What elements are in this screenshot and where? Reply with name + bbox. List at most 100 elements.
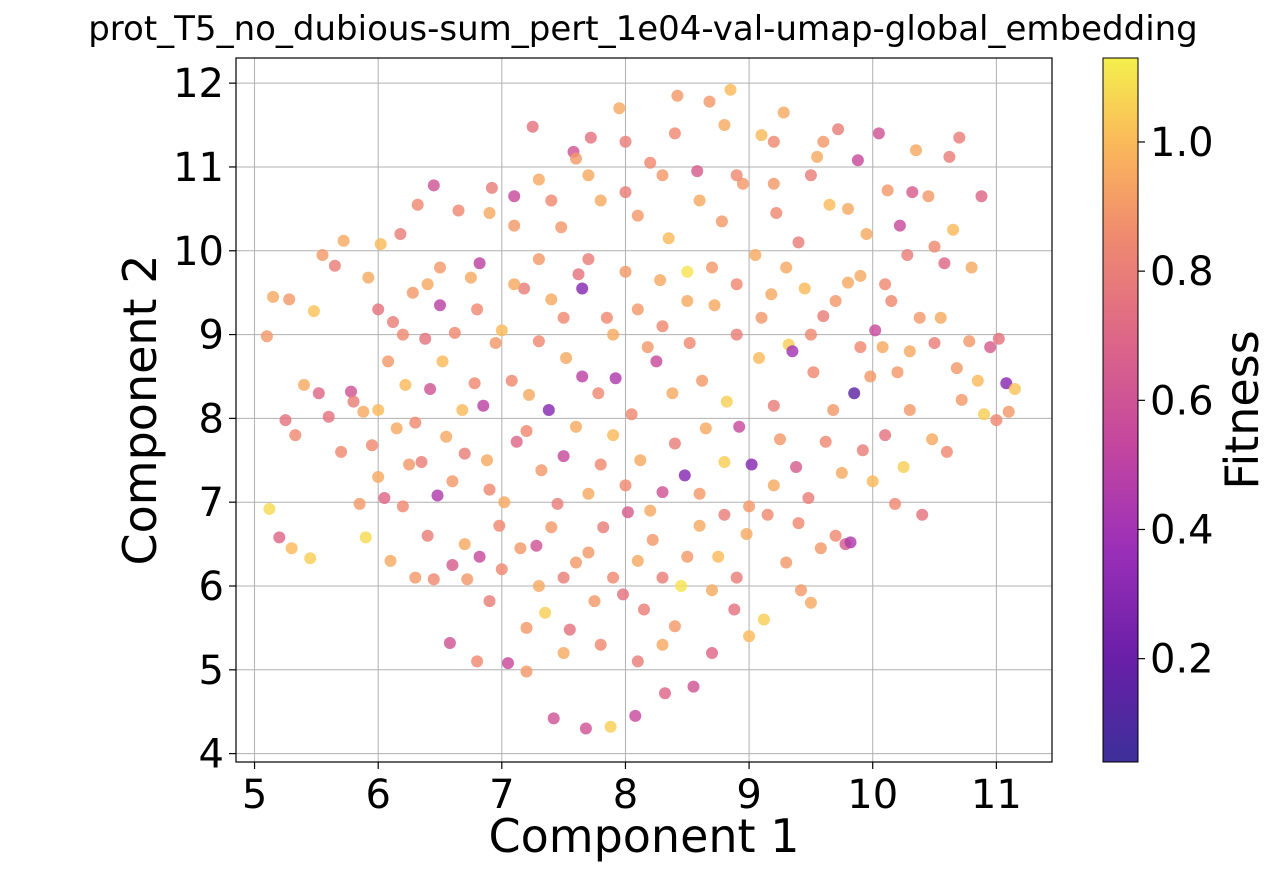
data-point	[757, 613, 770, 626]
data-point	[508, 190, 521, 203]
data-point	[774, 433, 786, 446]
data-point	[971, 374, 984, 387]
data-point	[790, 461, 803, 473]
data-point	[508, 219, 521, 232]
data-point	[940, 445, 953, 458]
data-point	[631, 209, 644, 222]
data-point	[582, 253, 595, 266]
data-point	[804, 328, 817, 341]
colorbar-tick-label: 0.8	[1150, 249, 1214, 295]
data-point	[903, 404, 916, 416]
data-point	[656, 169, 669, 182]
data-point	[621, 506, 634, 519]
data-point	[406, 286, 419, 299]
data-point	[625, 408, 638, 421]
y-axis-label: Component 2	[113, 255, 167, 566]
data-point	[396, 500, 409, 513]
data-point	[696, 374, 709, 387]
data-point	[452, 204, 465, 217]
x-tick-label: 9	[736, 772, 761, 818]
data-point	[545, 194, 558, 207]
y-tick-label: 11	[173, 145, 224, 191]
data-point	[510, 435, 523, 448]
data-point	[901, 249, 914, 261]
data-point	[483, 483, 496, 496]
data-point	[473, 550, 486, 563]
x-tick-label: 11	[971, 772, 1022, 818]
data-point	[631, 303, 644, 316]
data-point	[584, 131, 597, 144]
data-point	[446, 559, 459, 571]
data-point	[594, 458, 607, 471]
data-point	[765, 288, 778, 301]
data-point	[965, 261, 978, 274]
data-point	[780, 556, 793, 569]
data-point	[654, 274, 667, 287]
data-point	[335, 445, 348, 458]
data-point	[1008, 383, 1021, 395]
data-point	[811, 150, 824, 163]
y-tick-label: 12	[173, 61, 224, 107]
data-point	[885, 295, 898, 307]
data-point	[362, 271, 375, 284]
data-point	[736, 177, 749, 190]
data-point	[579, 722, 592, 735]
data-point	[879, 429, 892, 442]
y-tick-label: 4	[199, 732, 224, 778]
data-point	[699, 422, 712, 435]
data-point	[427, 179, 440, 192]
data-point	[947, 223, 960, 236]
data-point	[638, 603, 650, 616]
data-point	[897, 461, 910, 473]
data-point	[755, 129, 768, 142]
data-point	[984, 341, 997, 354]
data-point	[730, 169, 743, 182]
data-point	[604, 720, 617, 733]
data-point	[523, 388, 535, 401]
data-point	[617, 588, 629, 601]
data-point	[576, 370, 589, 383]
data-point	[557, 571, 570, 584]
data-point	[570, 152, 582, 165]
data-point	[267, 290, 280, 303]
data-point	[718, 456, 731, 468]
data-point	[495, 563, 508, 576]
x-tick-label: 6	[365, 772, 390, 818]
data-point	[761, 508, 774, 521]
data-point	[856, 444, 869, 457]
data-point	[372, 471, 385, 483]
data-point	[906, 186, 919, 199]
data-point	[539, 606, 552, 619]
data-point	[706, 647, 718, 659]
data-point	[582, 546, 595, 559]
data-point	[434, 299, 446, 312]
data-point	[374, 238, 387, 251]
data-point	[869, 324, 882, 337]
data-point	[557, 450, 570, 463]
data-point	[733, 420, 746, 433]
x-tick-label: 7	[489, 772, 514, 818]
data-point	[409, 416, 422, 429]
data-point	[409, 571, 422, 584]
chart-title: prot_T5_no_dubious-sum_pert_1e04-val-uma…	[88, 9, 1198, 49]
data-point	[283, 293, 296, 306]
data-point	[532, 173, 545, 186]
data-point	[322, 410, 335, 423]
data-point	[770, 207, 783, 219]
data-point	[943, 150, 956, 163]
data-point	[421, 529, 434, 542]
data-point	[347, 395, 360, 408]
data-point	[357, 405, 370, 418]
data-point	[889, 497, 901, 510]
data-point	[910, 144, 922, 157]
data-point	[802, 492, 815, 504]
data-point	[634, 454, 647, 467]
data-point	[715, 215, 728, 228]
data-point	[468, 377, 481, 390]
data-point	[582, 487, 595, 500]
data-point	[498, 496, 511, 509]
data-point	[922, 190, 935, 203]
data-point	[950, 362, 963, 375]
data-point	[607, 429, 620, 442]
